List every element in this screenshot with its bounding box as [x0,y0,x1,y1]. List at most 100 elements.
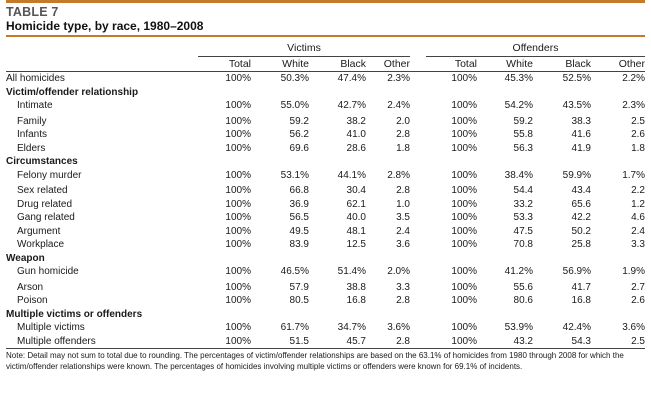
cell: 43.5% [562,100,591,111]
cell: 100% [225,212,251,223]
cell: 100% [451,239,477,250]
cell: 48.1 [346,225,366,237]
cell: 1.0 [396,198,410,210]
cell: 36.9 [289,198,309,210]
column-header: Black [565,57,591,70]
cell: 3.5 [396,212,410,223]
cell: 100% [225,198,251,210]
cell: 100% [451,198,477,210]
header-rule [6,71,645,72]
cell: 2.0% [387,266,410,277]
cell: 100% [225,281,251,293]
row-label: Multiple victims [17,322,85,333]
row-label: Multiple offenders [17,335,96,347]
table-row: Sex related 100% 66.8 30.4 2.8 100% 54.4 43.4 2.… [6,184,645,198]
table-row: Drug related 100% 36.9 62.1 1.0 100% 33.2 65.6 1… [6,198,645,212]
cell: 2.6 [631,129,645,140]
cell: 56.9% [562,266,591,277]
cell: 54.2% [504,100,533,111]
cell: 3.6 [396,239,410,250]
section-header-row: Weapon [6,252,645,266]
section-title: Multiple victims or offenders [6,308,143,320]
table-row: Elders 100% 69.6 28.6 1.8 100% 56.3 41.9 1.8 [6,142,645,156]
column-header-row: Total White Black Other Total White Blac… [6,57,645,72]
cell: 100% [225,239,251,250]
homicide-table: Victims Offenders Total White Black Othe… [6,37,645,348]
cell: 100% [451,212,477,223]
cell: 40.0 [346,212,366,223]
cell: 55.6 [513,281,533,293]
cell: 100% [451,129,477,140]
cell: 59.9% [562,169,591,181]
victims-group-header: Victims [198,42,410,57]
table-row: Felony murder 100% 53.1% 44.1% 2.8% 100% 38.4%… [6,169,645,183]
cell: 41.6 [571,129,591,140]
table-row: Family 100% 59.2 38.2 2.0 100% 59.2 38.3 2.5 [6,115,645,129]
cell: 45.3% [504,73,533,84]
cell: 42.4% [562,322,591,333]
table-row: Argument 100% 49.5 48.1 2.4 100% 47.5 50.2 2.4 [6,225,645,239]
title-accent-rule [6,35,645,37]
row-label: Infants [17,129,48,140]
table-number: TABLE 7 [6,5,59,19]
cell: 41.2% [504,266,533,277]
cell: 62.1 [346,198,366,210]
cell: 4.6 [631,212,645,223]
section-header-row: Circumstances [6,155,645,169]
cell: 53.9% [504,322,533,333]
cell: 100% [225,185,251,196]
cell: 33.2 [513,198,533,210]
cell: 56.2 [289,129,309,140]
cell: 3.3 [631,239,645,250]
table-title: Homicide type, by race, 1980–2008 [6,19,204,33]
table-row: Poison 100% 80.5 16.8 2.8 100% 80.6 16.8 2.6 [6,294,645,308]
cell: 43.2 [513,335,533,347]
cell: 57.9 [289,281,309,293]
cell: 41.7 [571,281,591,293]
cell: 28.6 [346,142,366,154]
row-label: Felony murder [17,169,82,181]
cell: 54.3 [571,335,591,347]
cell: 2.4% [387,100,410,111]
cell: 66.8 [289,185,309,196]
row-label: Gun homicide [17,266,79,277]
cell: 43.4 [571,185,591,196]
cell: 34.7% [337,322,366,333]
column-header: Total [454,57,477,70]
cell: 2.3% [622,100,645,111]
row-label: Argument [17,225,61,237]
cell: 100% [225,142,251,154]
cell: 1.8 [631,142,645,154]
cell: 25.8 [571,239,591,250]
cell: 3.3 [396,281,410,293]
table-row: Gun homicide 100% 46.5% 51.4% 2.0% 100% 41.2% 5… [6,265,645,279]
cell: 1.9% [622,266,645,277]
cell: 80.5 [289,295,309,306]
row-label: Intimate [17,100,53,111]
cell: 44.1% [337,169,366,181]
cell: 53.3 [513,212,533,223]
cell: 100% [451,295,477,306]
table-row: Workplace 100% 83.9 12.5 3.6 100% 70.8 25.8 3.3 [6,238,645,252]
cell: 100% [451,322,477,333]
table-row: Infants 100% 56.2 41.0 2.8 100% 55.8 41.6 2.6 [6,128,645,142]
cell: 1.2 [631,198,645,210]
cell: 83.9 [289,239,309,250]
cell: 2.7 [631,281,645,293]
cell: 100% [451,185,477,196]
cell: 2.0 [396,115,410,127]
cell: 38.3 [571,115,591,127]
cell: 2.5 [631,115,645,127]
cell: 30.4 [346,185,366,196]
table-note: Note: Detail may not sum to total due to… [6,351,624,371]
table-row: Multiple offenders 100% 51.5 45.7 2.8 100% 43.… [6,335,645,349]
cell: 61.7% [280,322,309,333]
column-header: White [282,57,309,70]
cell: 53.1% [280,169,309,181]
cell: 41.9 [571,142,591,154]
cell: 100% [451,100,477,111]
row-label: Drug related [17,198,73,210]
cell: 47.5 [513,225,533,237]
cell: 100% [451,142,477,154]
